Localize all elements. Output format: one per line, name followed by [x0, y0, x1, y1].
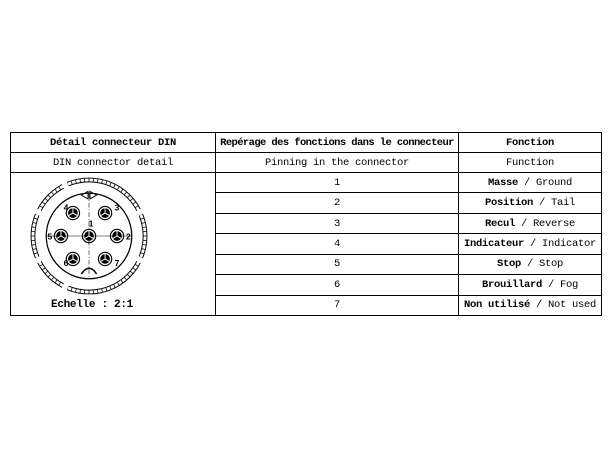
svg-text:6: 6: [64, 258, 69, 268]
svg-text:5: 5: [47, 231, 52, 241]
svg-text:3: 3: [115, 202, 120, 212]
svg-text:2: 2: [126, 231, 131, 241]
svg-text:1: 1: [89, 219, 94, 229]
svg-text:Echelle : 2:1: Echelle : 2:1: [51, 299, 134, 311]
svg-text:7: 7: [115, 258, 120, 268]
svg-text:4: 4: [64, 202, 69, 212]
